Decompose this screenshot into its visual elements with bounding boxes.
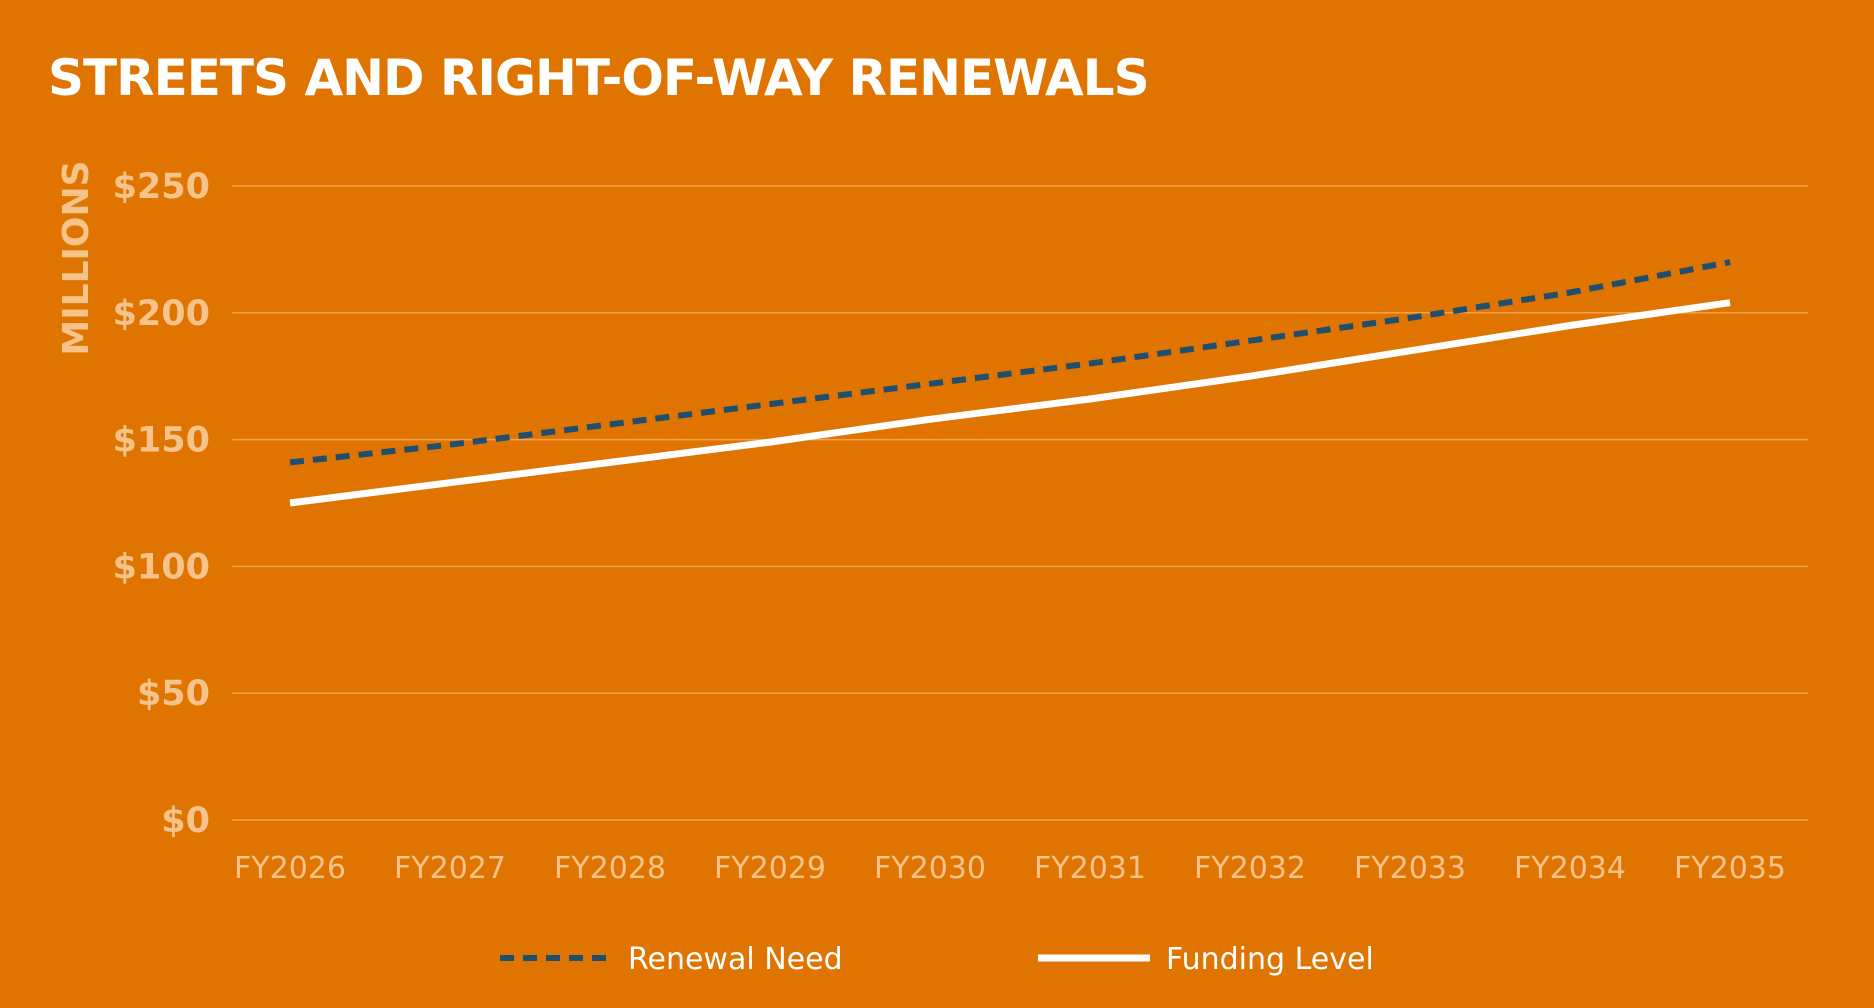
series-lines <box>289 259 1731 507</box>
gridlines <box>232 185 1808 821</box>
chart-title: STREETS AND RIGHT-OF-WAY RENEWALS <box>48 49 1149 107</box>
series-line-renewal-need <box>289 259 1731 466</box>
x-tick-label: FY2035 <box>1674 851 1786 886</box>
x-axis-ticks: FY2026 FY2027 FY2028 FY2029 FY2030 FY2031 FY20… <box>234 851 1786 886</box>
y-tick-label: $0 <box>161 801 210 841</box>
x-tick-label: FY2027 <box>394 851 506 886</box>
x-tick-label: FY2032 <box>1194 851 1306 886</box>
series-line-funding-level <box>289 299 1731 507</box>
y-tick-label: $100 <box>113 547 210 587</box>
legend: Renewal Need Funding Level <box>500 942 1374 977</box>
legend-label: Renewal Need <box>628 942 843 977</box>
y-tick-label: $50 <box>137 674 210 714</box>
legend-label: Funding Level <box>1166 942 1374 977</box>
x-tick-label: FY2034 <box>1514 851 1626 886</box>
y-axis-label: MILLIONS <box>56 160 97 355</box>
y-tick-label: $200 <box>113 294 210 334</box>
x-tick-label: FY2028 <box>554 851 666 886</box>
x-tick-label: FY2033 <box>1354 851 1466 886</box>
y-tick-label: $150 <box>113 421 210 461</box>
x-tick-label: FY2026 <box>234 851 346 886</box>
y-tick-label: $250 <box>113 167 210 207</box>
y-axis-ticks: $0 $50 $100 $150 $200 $250 <box>113 167 210 841</box>
x-tick-label: FY2031 <box>1034 851 1146 886</box>
x-tick-label: FY2029 <box>714 851 826 886</box>
x-tick-label: FY2030 <box>874 851 986 886</box>
